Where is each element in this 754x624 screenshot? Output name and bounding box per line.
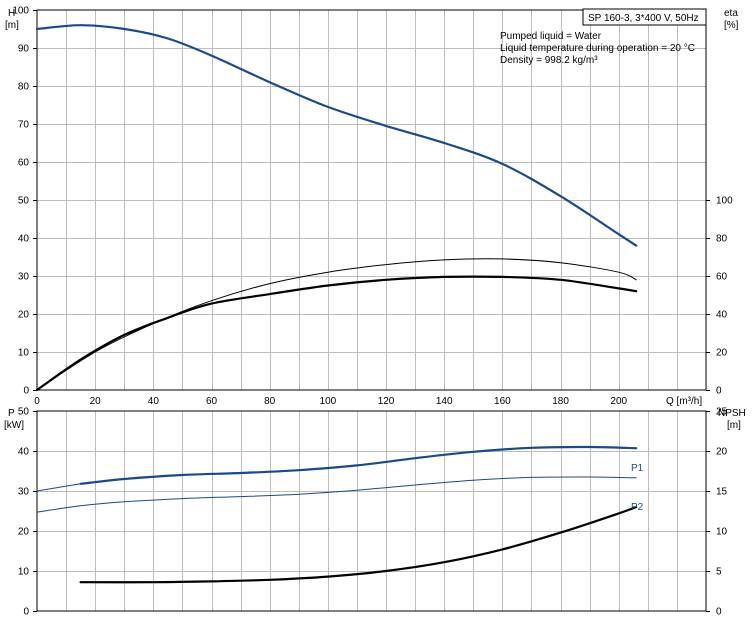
x-tick-label: 140 [436, 396, 453, 407]
top-right-tick-label: 20 [716, 348, 728, 359]
pump-title: SP 160-3, 3*400 V, 50Hz [588, 13, 699, 24]
x-tick-label: 100 [320, 396, 337, 407]
title-box [582, 8, 707, 26]
top-left-tick-label: 20 [18, 310, 30, 321]
eta-thick-curve [35, 275, 638, 392]
top-ticks: 0 10 20 30 40 50 60 70 80 90 100 0 20 40 60 80 100 0 20 40 6… [12, 6, 733, 408]
top-left-tick-label: 80 [18, 82, 30, 93]
top-left-tick-label: 0 [23, 386, 29, 397]
bottom-curves [36, 445, 638, 584]
h-unit-label: [m] [5, 20, 19, 31]
x-tick-label: 80 [264, 396, 276, 407]
bottom-ticks: 0 10 20 30 40 50 0 5 10 15 20 25 [18, 407, 728, 618]
top-left-tick-label: 60 [18, 158, 30, 169]
eta-thin-curve [36, 258, 637, 391]
top-right-tick-label: 0 [716, 386, 722, 397]
x-tick-label: 120 [378, 396, 395, 407]
top-panel: 0 10 20 30 40 50 60 70 80 90 100 0 20 40 60 80 100 0 20 40 6… [5, 6, 739, 408]
bottom-left-tick-label: 40 [18, 447, 30, 458]
x-tick-label: 160 [494, 396, 511, 407]
p1-ext-curve [36, 483, 82, 492]
p-axis-label: P [8, 408, 15, 419]
bottom-grid [37, 411, 706, 611]
bottom-right-tick-label: 25 [716, 407, 728, 418]
top-right-tick-label: 40 [716, 310, 728, 321]
eta-unit-label: [%] [724, 20, 739, 31]
x-tick-label: 200 [610, 396, 627, 407]
eta-axis-label: eta [724, 8, 738, 19]
npsh-axis-label: NPSH [718, 408, 746, 419]
bottom-left-tick-label: 10 [18, 567, 30, 578]
top-left-tick-label: 50 [18, 196, 30, 207]
top-right-tick-label: 60 [716, 272, 728, 283]
bottom-right-tick-label: 15 [716, 487, 728, 498]
top-curves [35, 24, 638, 392]
bottom-left-tick-label: 30 [18, 487, 30, 498]
top-left-tick-label: 90 [18, 44, 30, 55]
h-axis-label: H [8, 8, 15, 19]
top-left-tick-label: 30 [18, 272, 30, 283]
top-left-tick-label: 10 [18, 348, 30, 359]
bottom-frame [36, 410, 707, 612]
top-grid [37, 10, 706, 390]
bottom-right-tick-label: 10 [716, 527, 728, 538]
p-unit-label: [kW] [4, 420, 24, 431]
bottom-panel: 0 10 20 30 40 50 0 5 10 15 20 25 P [kW] NPSH [m] P1… [4, 407, 746, 618]
p2-curve-label: P2 [631, 502, 644, 513]
x-tick-label: 40 [148, 396, 160, 407]
x-tick-label: 60 [206, 396, 218, 407]
npsh-unit-label: [m] [727, 420, 741, 431]
x-tick-label: 20 [90, 396, 102, 407]
info-temperature: Liquid temperature during operation = 20… [500, 43, 695, 54]
info-liquid: Pumped liquid = Water [500, 31, 602, 42]
info-density: Density = 998.2 kg/m³ [500, 55, 598, 66]
head-curve [35, 24, 638, 247]
q-axis-label: Q [m³/h] [666, 396, 702, 407]
bottom-left-tick-label: 0 [23, 607, 29, 618]
p1-curve-label: P1 [631, 463, 644, 474]
p2-curve [36, 476, 637, 513]
npsh-curve [79, 505, 638, 584]
p1-curve [79, 445, 638, 485]
top-left-tick-label: 100 [12, 6, 29, 17]
x-tick-label: 180 [552, 396, 569, 407]
bottom-right-tick-label: 5 [716, 567, 722, 578]
top-left-tick-label: 70 [18, 120, 30, 131]
bottom-right-tick-label: 20 [716, 447, 728, 458]
top-right-tick-label: 100 [716, 196, 733, 207]
bottom-right-tick-label: 0 [716, 607, 722, 618]
top-right-tick-label: 80 [716, 234, 728, 245]
bottom-left-tick-label: 50 [18, 407, 30, 418]
top-left-tick-label: 40 [18, 234, 30, 245]
x-tick-label: 0 [34, 396, 40, 407]
bottom-left-tick-label: 20 [18, 527, 30, 538]
